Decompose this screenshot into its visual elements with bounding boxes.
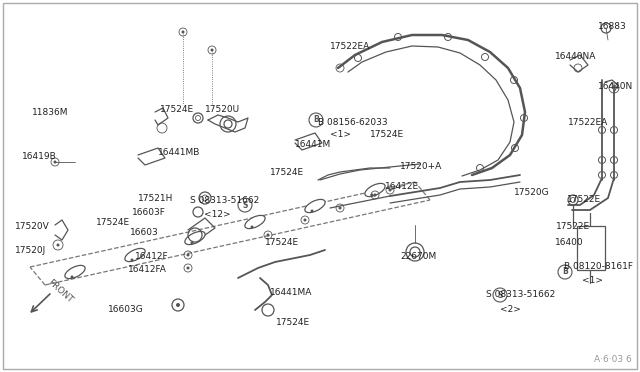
Text: 17524E: 17524E xyxy=(270,168,304,177)
Text: B 08120-8161F: B 08120-8161F xyxy=(564,262,633,271)
Text: 16441MA: 16441MA xyxy=(270,288,312,297)
Text: <1>: <1> xyxy=(582,276,603,285)
Text: 17520V: 17520V xyxy=(15,222,50,231)
Text: 16412F: 16412F xyxy=(135,252,168,261)
Text: 17524E: 17524E xyxy=(276,318,310,327)
Circle shape xyxy=(70,276,74,279)
Circle shape xyxy=(211,48,214,51)
Text: 16441MB: 16441MB xyxy=(158,148,200,157)
Text: 17520U: 17520U xyxy=(205,105,240,114)
Circle shape xyxy=(266,234,269,237)
Ellipse shape xyxy=(65,265,85,279)
Text: 16440NA: 16440NA xyxy=(555,52,596,61)
Text: 17524E: 17524E xyxy=(370,130,404,139)
Text: B 08156-62033: B 08156-62033 xyxy=(318,118,388,127)
Circle shape xyxy=(558,265,572,279)
Text: 16440N: 16440N xyxy=(598,82,633,91)
Circle shape xyxy=(186,266,189,269)
Circle shape xyxy=(54,160,56,164)
Text: 16441M: 16441M xyxy=(295,140,332,149)
Text: 16412E: 16412E xyxy=(385,182,419,191)
Circle shape xyxy=(339,206,342,209)
Bar xyxy=(577,226,605,270)
Circle shape xyxy=(191,241,193,244)
Text: S 08313-51662: S 08313-51662 xyxy=(486,290,556,299)
Text: B: B xyxy=(313,115,319,125)
Circle shape xyxy=(374,193,376,196)
Text: 22670M: 22670M xyxy=(400,252,436,261)
Text: 16603G: 16603G xyxy=(108,305,144,314)
Circle shape xyxy=(371,193,374,196)
Text: 16419B: 16419B xyxy=(22,152,57,161)
Text: S: S xyxy=(243,201,248,209)
Text: 17520+A: 17520+A xyxy=(400,162,442,171)
Text: 17520G: 17520G xyxy=(514,188,550,197)
Circle shape xyxy=(250,225,253,228)
Text: 17521H: 17521H xyxy=(138,194,173,203)
Text: 16883: 16883 xyxy=(598,22,627,31)
Text: S: S xyxy=(497,291,502,299)
Circle shape xyxy=(176,303,180,307)
Text: 17522E: 17522E xyxy=(567,195,601,204)
Ellipse shape xyxy=(245,215,265,228)
Circle shape xyxy=(388,189,392,192)
Text: <2>: <2> xyxy=(500,305,521,314)
Text: 17522EA: 17522EA xyxy=(568,118,608,127)
Circle shape xyxy=(310,209,314,212)
Circle shape xyxy=(182,31,184,33)
Text: 16400: 16400 xyxy=(555,238,584,247)
Text: 17524E: 17524E xyxy=(265,238,299,247)
Text: 16603F: 16603F xyxy=(132,208,166,217)
Circle shape xyxy=(186,253,189,257)
Text: 17522EA: 17522EA xyxy=(330,42,371,51)
Circle shape xyxy=(309,113,323,127)
Ellipse shape xyxy=(365,183,385,196)
Text: 16412FA: 16412FA xyxy=(128,265,167,274)
Text: <1>: <1> xyxy=(330,130,351,139)
Text: 16603: 16603 xyxy=(130,228,159,237)
Text: 17524E: 17524E xyxy=(160,105,194,114)
Text: 17520J: 17520J xyxy=(15,246,46,255)
Circle shape xyxy=(303,218,307,221)
Ellipse shape xyxy=(305,199,325,212)
Text: A·6·03 6: A·6·03 6 xyxy=(595,355,632,364)
Circle shape xyxy=(56,244,60,247)
Text: <12>: <12> xyxy=(204,210,230,219)
Ellipse shape xyxy=(185,231,205,245)
Circle shape xyxy=(238,198,252,212)
Circle shape xyxy=(131,259,134,262)
Text: 11836M: 11836M xyxy=(32,108,68,117)
Text: 17522E: 17522E xyxy=(556,222,590,231)
Ellipse shape xyxy=(125,248,145,262)
Text: B: B xyxy=(562,267,568,276)
Text: S 08313-51662: S 08313-51662 xyxy=(190,196,259,205)
Text: 17524E: 17524E xyxy=(96,218,130,227)
Text: FRONT: FRONT xyxy=(46,278,75,305)
Circle shape xyxy=(493,288,507,302)
